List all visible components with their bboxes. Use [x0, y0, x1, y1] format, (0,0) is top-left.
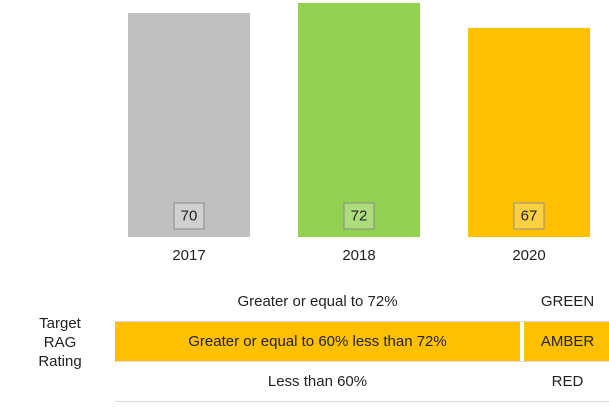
rating-cell: RED: [522, 362, 609, 401]
condition-cell: Greater or equal to 72%: [115, 282, 520, 321]
table-row: Less than 60% RED: [115, 362, 609, 402]
chart: 70 2017 72 2018 67 2020: [128, 3, 590, 264]
rating-cell: AMBER: [522, 322, 609, 361]
bar: [468, 27, 590, 238]
condition-cell: Greater or equal to 60% less than 72%: [115, 322, 520, 361]
table-row: Greater or equal to 72% GREEN: [115, 282, 609, 322]
bar: [128, 12, 250, 238]
value-label: 72: [351, 207, 368, 224]
value-label-box: [173, 202, 205, 230]
x-tick-label: 2017: [172, 247, 205, 264]
x-tick-label: 2018: [342, 247, 375, 264]
bar: [298, 3, 420, 237]
value-label: 70: [181, 207, 198, 224]
value-label-box: [513, 202, 545, 230]
value-label: 67: [521, 207, 538, 224]
row-header: Target RAG Rating: [38, 314, 82, 370]
rating-cell: GREEN: [522, 282, 609, 321]
x-tick-label: 2020: [512, 247, 545, 264]
condition-cell: Less than 60%: [115, 362, 520, 401]
value-label-box: [343, 202, 375, 230]
table-row: Greater or equal to 60% less than 72% AMB…: [115, 322, 609, 362]
